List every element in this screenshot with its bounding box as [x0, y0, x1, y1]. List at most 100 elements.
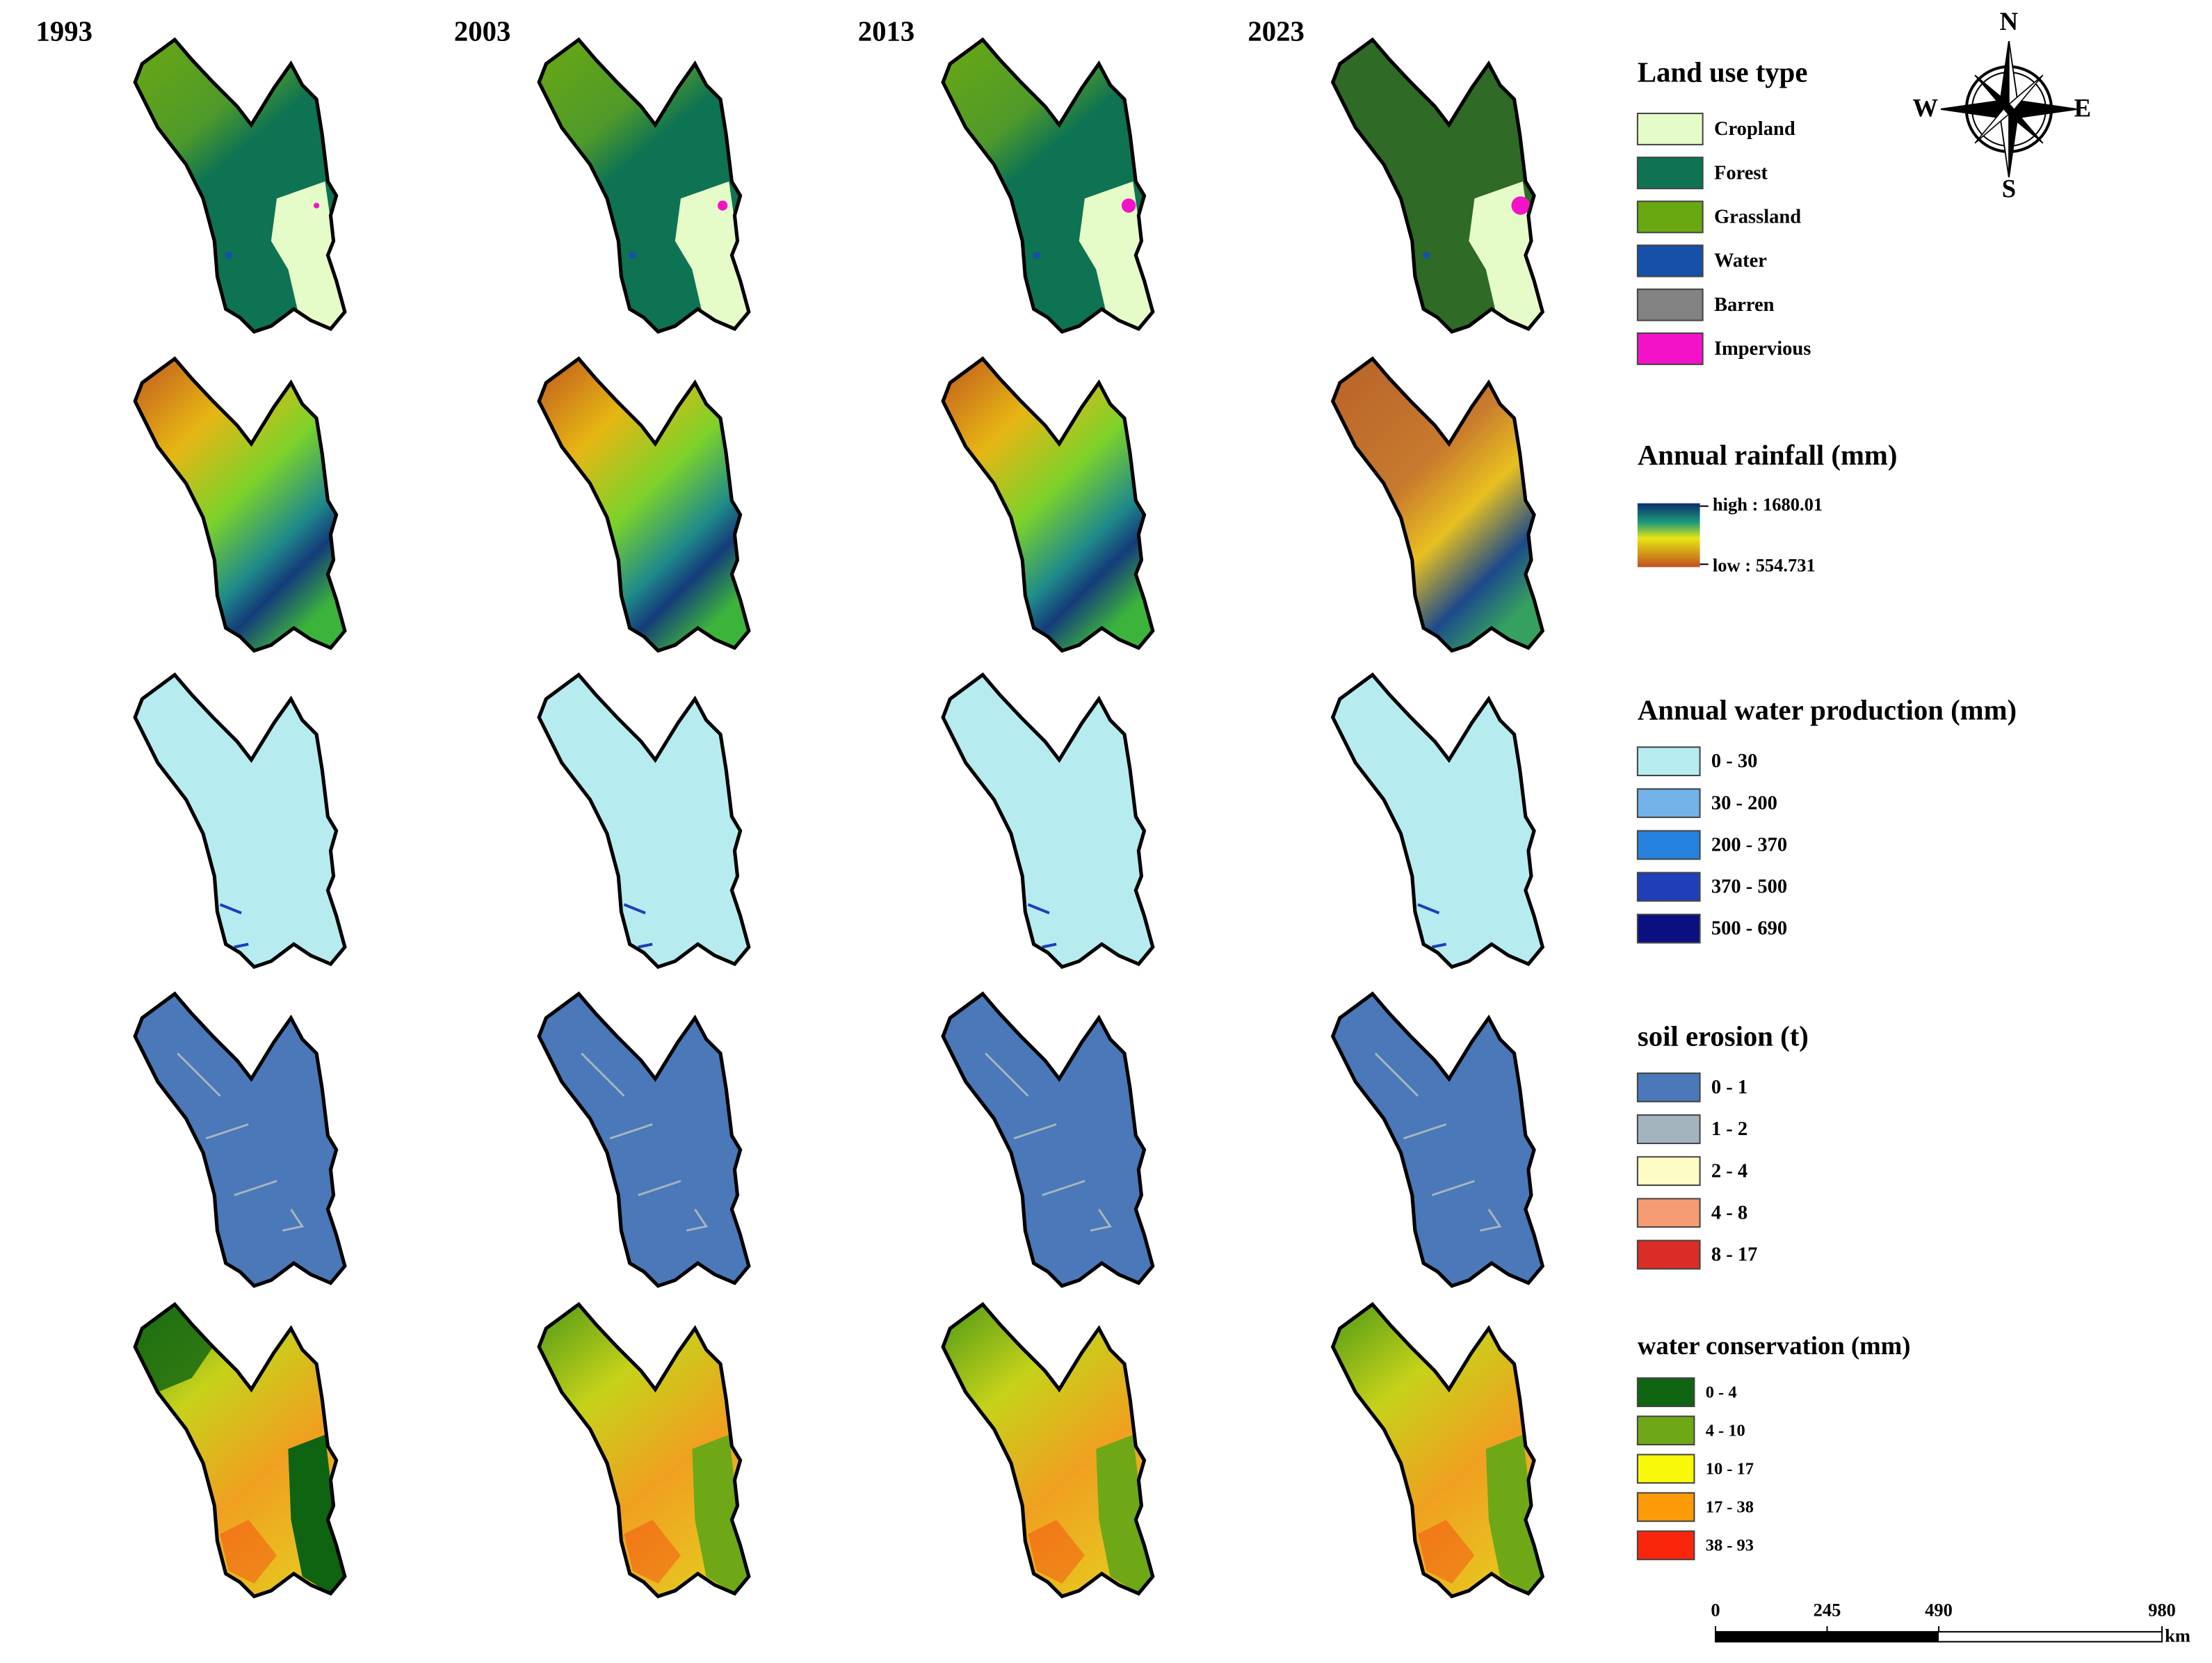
legend-label: 0 - 4 [1706, 1383, 1737, 1401]
legend-swatch [1636, 244, 1704, 278]
map [1333, 1304, 1543, 1596]
legend-swatch [1636, 788, 1701, 819]
map [539, 1304, 749, 1596]
legend-swatch [1636, 1156, 1701, 1187]
conservation-hot [624, 1520, 681, 1584]
impervious-patch [717, 200, 728, 211]
cropland-patch [1469, 181, 1543, 329]
erosion-texture [985, 1052, 1113, 1232]
legend-label: Forest [1714, 162, 1768, 184]
compass-n: N [2000, 7, 2019, 35]
cropland-patch [1079, 181, 1153, 329]
water-channel [1027, 903, 1057, 949]
region-fill [135, 675, 345, 967]
compass-e: E [2074, 93, 2091, 122]
water-patch [225, 251, 232, 259]
map [539, 359, 749, 651]
map [539, 994, 749, 1286]
scale-tick-label: 980 [2148, 1600, 2176, 1621]
legend-label: 17 - 38 [1706, 1497, 1754, 1516]
legend-swatch [1636, 332, 1704, 365]
legend-label: Cropland [1714, 118, 1795, 140]
map [943, 40, 1153, 332]
legend-swatch [1636, 830, 1701, 860]
legend-title: water conservation (mm) [1638, 1331, 1911, 1360]
year-label: 1993 [36, 15, 93, 47]
legend-title: Annual water production (mm) [1638, 695, 2017, 726]
legend-label: 30 - 200 [1711, 792, 1777, 814]
scale-tick-label: 490 [1925, 1600, 1953, 1621]
impervious-patch [1511, 196, 1530, 215]
erosion-texture [177, 1052, 305, 1232]
legend-label: 0 - 1 [1711, 1077, 1747, 1098]
region-fill [135, 993, 345, 1286]
legend-swatch [1636, 1239, 1701, 1270]
conservation-hot [220, 1520, 277, 1584]
year-label: 2013 [858, 15, 914, 47]
scale-unit: km [2165, 1625, 2190, 1646]
region-fill [135, 358, 345, 651]
legend-label: 8 - 17 [1711, 1244, 1758, 1266]
legend-label: 200 - 370 [1711, 834, 1787, 855]
map [135, 675, 345, 967]
water-channel [219, 903, 249, 949]
conservation-green [692, 1434, 749, 1594]
map [135, 994, 345, 1286]
legend-label: 2 - 4 [1711, 1160, 1747, 1182]
map [1333, 994, 1543, 1286]
legend-swatch [1636, 1072, 1701, 1102]
map [135, 40, 345, 332]
water-patch [1423, 251, 1430, 259]
legend-title: Annual rainfall (mm) [1638, 440, 1898, 471]
map [1333, 40, 1543, 332]
legend-swatch [1636, 1492, 1695, 1523]
map [1333, 675, 1543, 967]
legend-label: 38 - 93 [1706, 1536, 1754, 1554]
cropland-patch [675, 181, 749, 329]
legend-low: low : 554.731 [1713, 554, 1816, 575]
compass-star [1974, 74, 2044, 144]
scale-tick-label: 245 [1814, 1600, 1841, 1621]
legend-label: Barren [1714, 294, 1775, 316]
conservation-green [1485, 1434, 1543, 1594]
scale-bar: km [1714, 1625, 2190, 1646]
map [135, 359, 345, 651]
water-channel [623, 903, 653, 949]
legend-swatch [1636, 1198, 1701, 1228]
map [539, 675, 749, 967]
legend-title: Land use type [1638, 56, 1808, 88]
region-fill [539, 358, 749, 651]
region-fill [539, 675, 749, 967]
region-fill [1332, 358, 1543, 651]
compass-s: S [2002, 175, 2016, 203]
compass-w: W [1912, 93, 1938, 122]
legend-high: high : 1680.01 [1713, 494, 1823, 515]
legend-label: 0 - 30 [1711, 750, 1758, 772]
legend-label: 370 - 500 [1711, 876, 1787, 898]
map [943, 1304, 1153, 1596]
region-fill [943, 675, 1153, 967]
legend-label: 4 - 10 [1706, 1421, 1745, 1440]
region-fill [943, 358, 1153, 651]
conservation-hot [1417, 1520, 1475, 1584]
legend-label: Grassland [1714, 206, 1801, 227]
region-fill [1332, 993, 1543, 1286]
erosion-texture [581, 1052, 709, 1232]
region-fill [943, 993, 1153, 1286]
water-patch [629, 251, 636, 259]
legend-swatch [1636, 156, 1704, 190]
water-patch [1033, 251, 1040, 259]
erosion-texture [1374, 1052, 1502, 1232]
map [539, 40, 749, 332]
legend-swatch [1636, 913, 1701, 944]
map [943, 359, 1153, 651]
legend-swatch [1636, 113, 1704, 145]
legend-label: Impervious [1714, 338, 1811, 360]
legend-swatch [1636, 200, 1704, 234]
legend-label: 500 - 690 [1711, 918, 1787, 940]
legend-gradient [1637, 503, 1700, 568]
legend-label: 10 - 17 [1706, 1459, 1754, 1478]
scale-segment [1937, 1631, 2163, 1643]
legend-swatch [1636, 1114, 1701, 1144]
